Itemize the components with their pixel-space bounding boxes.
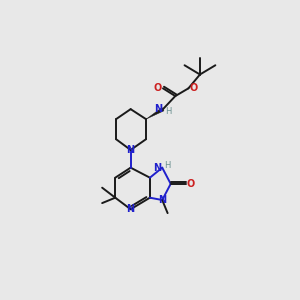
Text: O: O	[153, 83, 161, 93]
Text: N: N	[158, 195, 166, 205]
Text: N: N	[153, 163, 161, 173]
Text: H: H	[164, 161, 171, 170]
Text: O: O	[187, 179, 195, 189]
Text: O: O	[189, 82, 197, 93]
Text: H: H	[165, 107, 172, 116]
Polygon shape	[146, 107, 164, 119]
Text: N: N	[127, 204, 135, 214]
Text: N: N	[127, 145, 135, 155]
Text: N: N	[154, 104, 162, 114]
